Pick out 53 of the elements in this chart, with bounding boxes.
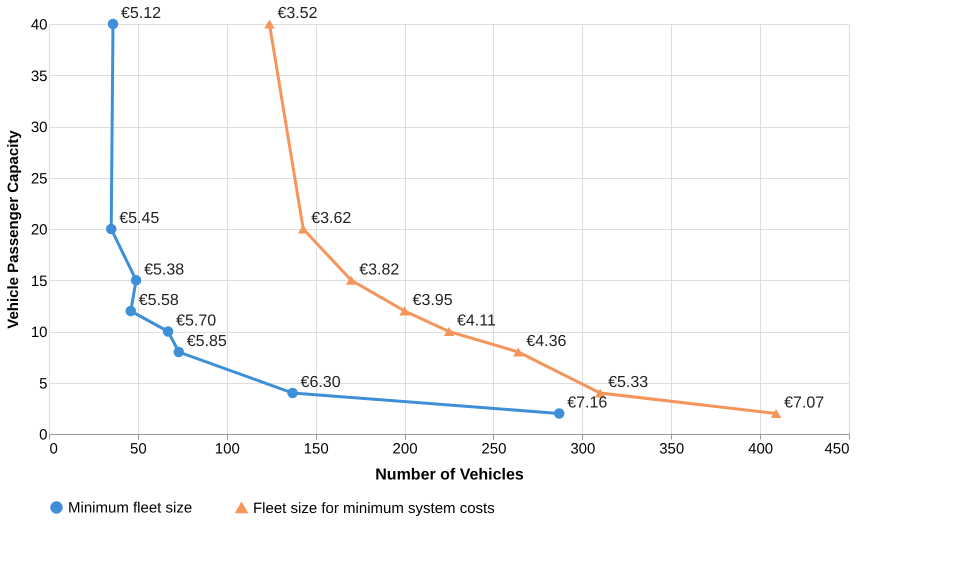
x-tick-label: 300 — [570, 440, 596, 458]
y-tick-label: 15 — [30, 272, 48, 290]
x-tick-label: 150 — [304, 440, 329, 458]
point — [287, 388, 298, 398]
point — [264, 19, 275, 29]
point — [106, 224, 116, 234]
x-tick-label: 450 — [824, 440, 850, 458]
x-tick-label: 100 — [214, 440, 240, 458]
annotation: €5.85 — [186, 333, 227, 350]
annotation: €5.45 — [119, 210, 160, 227]
y-tick-label: 35 — [30, 68, 48, 85]
x-tick-label: 250 — [481, 440, 506, 458]
x-tick-label: 350 — [659, 440, 684, 458]
annotation: €3.62 — [311, 210, 352, 227]
point — [770, 408, 782, 418]
point — [513, 347, 524, 357]
annotation: €7.07 — [784, 394, 824, 412]
annotation: €5.58 — [138, 292, 179, 309]
y-tick-label: 40 — [30, 16, 48, 34]
y-tick-label: 20 — [30, 222, 48, 238]
y-tick-label: 30 — [30, 119, 48, 136]
y-tick-label: 0 — [39, 426, 48, 444]
annotation: €5.12 — [121, 5, 162, 22]
legend-label: Fleet size for minimum system costs — [253, 500, 495, 517]
annotation: €4.11 — [457, 312, 496, 330]
point — [130, 275, 142, 286]
x-tick-label: 400 — [748, 440, 774, 458]
annotation: €5.38 — [144, 261, 184, 278]
annotation: €3.82 — [359, 261, 400, 278]
x-tick-label: 0 — [50, 440, 58, 458]
point — [174, 346, 184, 358]
annotation: €7.16 — [567, 394, 608, 412]
annotation: €3.52 — [277, 5, 318, 22]
point — [162, 326, 174, 337]
annotation: €4.36 — [526, 333, 566, 350]
x-tick-label: 50 — [130, 440, 147, 458]
x-tick-label: 200 — [392, 440, 418, 458]
y-tick-label: 10 — [30, 324, 48, 341]
point — [108, 18, 118, 30]
annotation: €3.95 — [412, 292, 453, 309]
point — [554, 408, 564, 419]
y-tick-label: 5 — [39, 375, 48, 392]
point — [126, 306, 136, 316]
x-axis-title: Number of Vehicles — [375, 466, 524, 484]
point — [399, 306, 410, 316]
annotation: €5.33 — [608, 374, 648, 391]
y-tick-label: 25 — [30, 170, 48, 188]
legend-label: Minimum fleet size — [68, 500, 192, 517]
y-axis-title: Vehicle Passenger Capacity — [4, 130, 22, 329]
point — [444, 326, 454, 336]
annotation: €6.30 — [300, 374, 341, 391]
point — [346, 276, 356, 285]
annotation: €5.70 — [176, 312, 216, 330]
